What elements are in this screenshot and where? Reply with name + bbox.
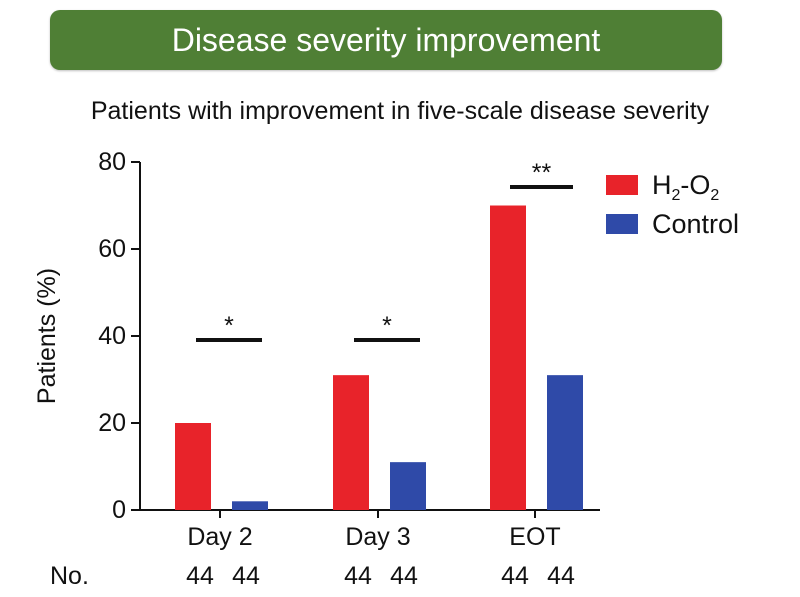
n-value-control: 44 [547, 562, 575, 590]
n-value-h2o2: 44 [186, 562, 214, 590]
y-tick-label: 20 [98, 409, 126, 437]
bar-control-eot [547, 375, 583, 510]
banner-title: Disease severity improvement [171, 21, 601, 58]
chart-title: Patients with improvement in five-scale … [90, 97, 710, 125]
y-tick-label: 60 [98, 235, 126, 263]
legend-swatch-h2o2 [606, 175, 638, 195]
legend-label-h2o2: H2-O2 [652, 170, 719, 204]
y-tick-label: 0 [112, 496, 126, 524]
x-tick-label: Day 2 [187, 523, 252, 551]
bar-control-day-3 [390, 462, 426, 510]
n-row-label: No. [50, 562, 89, 590]
n-value-control: 44 [390, 562, 418, 590]
significance-label: * [224, 312, 234, 340]
y-tick-label: 40 [98, 322, 126, 350]
x-tick-label: EOT [509, 523, 560, 551]
y-tick-label: 80 [98, 148, 126, 176]
y-axis-label: Patients (%) [33, 268, 61, 404]
bar-control-day-2 [232, 501, 268, 510]
bar-h2o2-day-3 [333, 375, 369, 510]
x-tick-label: Day 3 [345, 523, 410, 551]
significance-label: ** [532, 159, 552, 187]
n-value-control: 44 [232, 562, 260, 590]
bar-h2o2-eot [490, 205, 526, 510]
legend-swatch-control [606, 214, 638, 234]
title-banner: Disease severity improvement [50, 10, 722, 70]
n-value-h2o2: 44 [501, 562, 529, 590]
n-value-h2o2: 44 [344, 562, 372, 590]
bar-h2o2-day-2 [175, 423, 211, 510]
legend-label-control: Control [652, 209, 739, 239]
significance-label: * [382, 312, 392, 340]
